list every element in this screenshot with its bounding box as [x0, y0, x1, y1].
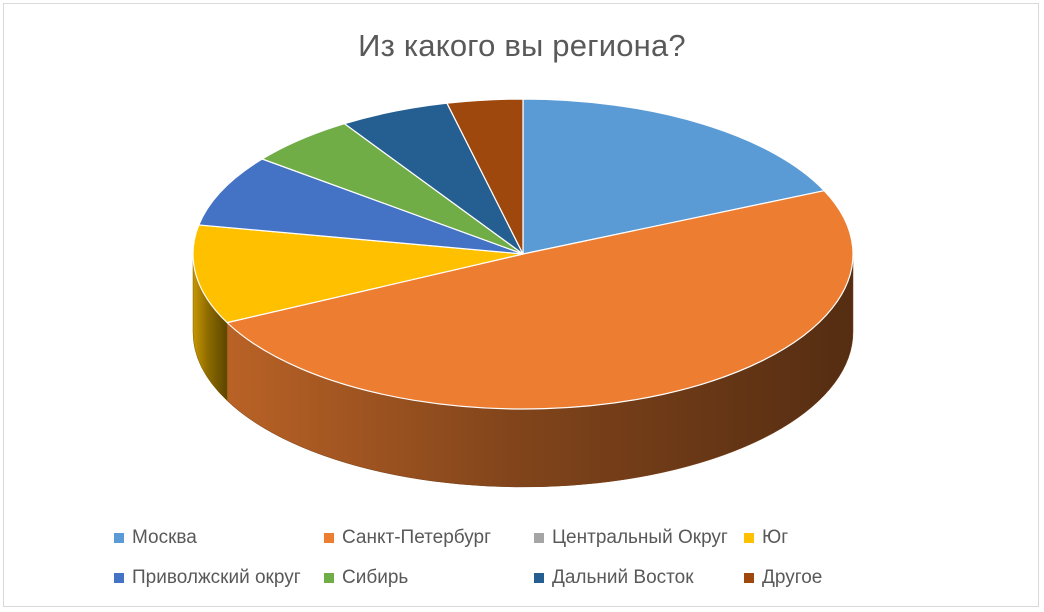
legend-swatch: [324, 573, 334, 583]
pie-slice: [198, 158, 524, 255]
legend-swatch: [114, 533, 124, 543]
pie-chart: [192, 98, 854, 488]
legend-swatch: [114, 573, 124, 583]
legend-label: Санкт-Петербург: [342, 527, 492, 548]
legend-label: Центральный Округ: [552, 527, 728, 548]
legend-swatch: [534, 533, 544, 543]
legend-item: Юг: [744, 527, 788, 549]
pie-slice: [226, 190, 854, 410]
pie-slice: [522, 98, 825, 255]
pie-slice: [192, 224, 524, 324]
legend-swatch: [744, 533, 754, 543]
legend-label: Москва: [132, 527, 197, 548]
legend-item: Дальний Восток: [534, 567, 694, 589]
legend-item: Санкт-Петербург: [324, 527, 491, 549]
chart-legend: Москва Санкт-Петербург Центральный Округ Юг…: [4, 4, 1040, 608]
legend-label: Приволжский округ: [132, 567, 301, 588]
legend-label: Юг: [762, 527, 789, 548]
legend-label: Другое: [762, 567, 823, 588]
legend-item: Москва: [114, 527, 197, 549]
legend-swatch: [534, 573, 544, 583]
chart-title: Из какого вы региона?: [358, 28, 686, 63]
chart-frame: Из какого вы региона? Москва Санкт-Петерб…: [3, 3, 1039, 607]
legend-label: Дальний Восток: [552, 567, 694, 588]
legend-swatch: [744, 573, 754, 583]
legend-item: Приволжский округ: [114, 567, 301, 589]
legend-item: Другое: [744, 567, 822, 589]
legend-item: Сибирь: [324, 567, 408, 589]
legend-swatch: [324, 533, 334, 543]
legend-item: Центральный Округ: [534, 527, 728, 549]
pie-slice: [446, 98, 524, 255]
legend-label: Сибирь: [342, 567, 409, 588]
